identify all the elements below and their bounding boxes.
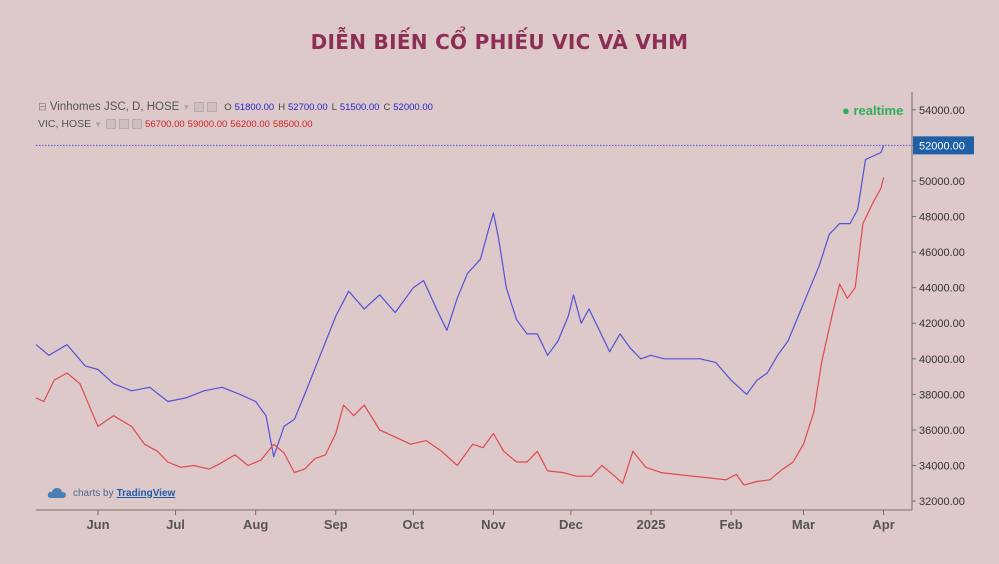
x-tick-label: Oct (402, 517, 424, 532)
y-tick-label: 36000.00 (919, 425, 965, 437)
vic-open-value: 56700.00 (145, 119, 185, 130)
chart-title: DIỄN BIẾN CỔ PHIẾU VIC VÀ VHM (310, 30, 689, 54)
caret-down-icon[interactable]: ▼ (94, 120, 103, 129)
x-tick-label: Feb (720, 517, 743, 532)
x-tick-label: Dec (559, 517, 583, 532)
visibility-icon[interactable] (194, 102, 205, 113)
vic-close-value: 58500.00 (272, 119, 313, 130)
x-tick-label: 2025 (637, 517, 666, 532)
x-tick-label: Aug (243, 517, 268, 532)
visibility-icon[interactable] (106, 119, 117, 130)
y-tick-label: 40000.00 (919, 354, 965, 366)
y-tick-label: 46000.00 (919, 247, 965, 259)
vhm-low-value: 51500.00 (339, 102, 380, 113)
vic-line (35, 177, 885, 486)
vhm-open-value: 51800.00 (234, 102, 275, 113)
cloud-logo-icon (47, 488, 66, 498)
tradingview-attribution[interactable]: charts by TradingView (47, 487, 175, 499)
y-tick-label: 50000.00 (919, 176, 965, 188)
vhm-high-value: 52700.00 (288, 102, 328, 113)
x-tick-label: Jul (166, 517, 185, 532)
close-icon[interactable] (132, 119, 143, 130)
vic-series-name[interactable]: VIC, HOSE (38, 118, 92, 130)
x-tick-label: Mar (792, 517, 815, 532)
tradingview-link[interactable]: TradingView (116, 487, 176, 499)
vhm-series-name[interactable]: Vinhomes JSC, D, HOSE (49, 101, 180, 113)
y-tick-label: 44000.00 (919, 283, 965, 295)
vic-high-value: 59000.00 (187, 119, 228, 130)
settings-icon[interactable] (119, 119, 130, 130)
legend-vic: VIC, HOSE ▼ 56700.00 59000.00 56200.00 58500.… (38, 118, 316, 130)
y-tick-label: 54000.00 (919, 105, 965, 117)
vhm-line (35, 145, 885, 458)
x-tick-label: Sep (324, 517, 348, 532)
collapse-icon[interactable]: ⊟ (38, 101, 47, 113)
current-price-tag (913, 136, 974, 155)
settings-icon[interactable] (207, 102, 218, 113)
y-tick-label: 42000.00 (919, 318, 965, 330)
y-tick-label: 48000.00 (919, 212, 965, 224)
x-tick-label: Jun (86, 517, 109, 532)
x-tick-label: Apr (872, 517, 894, 532)
y-tick-label: 34000.00 (919, 461, 965, 473)
y-tick-label: 38000.00 (919, 389, 965, 401)
vic-low-value: 56200.00 (230, 119, 270, 130)
vhm-close-value: 52000.00 (393, 102, 433, 113)
realtime-badge: ● realtime (842, 103, 904, 118)
x-tick-label: Nov (481, 517, 506, 532)
legend-vhm: ⊟ Vinhomes JSC, D, HOSE ▼ O 51800.00 H 52700… (38, 101, 433, 113)
current-price-label: 52000.00 (919, 140, 965, 152)
caret-down-icon[interactable]: ▼ (182, 103, 191, 112)
y-tick-label: 32000.00 (919, 496, 965, 508)
